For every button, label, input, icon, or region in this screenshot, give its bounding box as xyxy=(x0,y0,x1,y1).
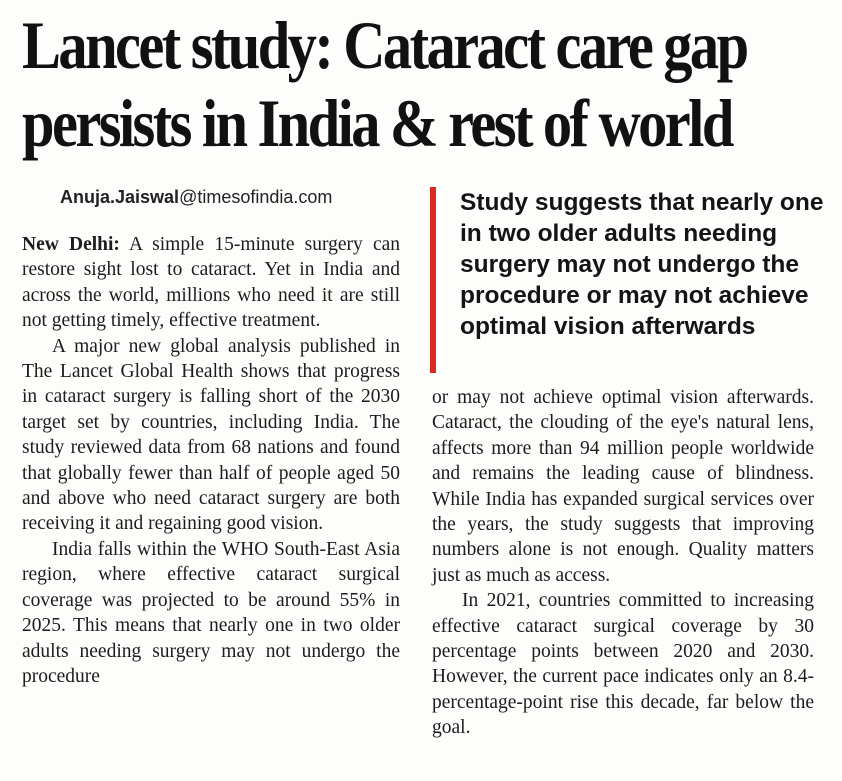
paragraph-text: A simple 15-minute surgery can restore s… xyxy=(22,234,400,332)
paragraph: A major new global analysis published in… xyxy=(22,335,400,535)
byline-domain: @timesofindia.com xyxy=(179,187,333,207)
pull-quote-text: Study suggests that nearly one in two ol… xyxy=(460,189,824,340)
paragraph: India falls within the WHO South-East As… xyxy=(22,538,400,687)
paragraph: or may not achieve optimal vision afterw… xyxy=(432,387,814,586)
headline-line-2: persists in India & rest of world xyxy=(22,85,734,161)
paragraph: In 2021, countries committed to increasi… xyxy=(432,590,814,739)
headline: Lancet study: Cataract care gap persists… xyxy=(22,6,749,162)
headline-line-1: Lancet study: Cataract care gap xyxy=(22,7,749,83)
byline-author: Anuja.Jaiswal xyxy=(60,187,180,207)
byline: Anuja.Jaiswal@timesofindia.com xyxy=(60,187,332,208)
paragraph: New Delhi: A simple 15-minute surgery ca… xyxy=(22,232,400,334)
pull-quote: Study suggests that nearly one in two ol… xyxy=(430,187,840,373)
article-column-right: or may not achieve optimal vision afterw… xyxy=(432,385,814,741)
article-column-left: New Delhi: A simple 15-minute surgery ca… xyxy=(22,232,400,689)
dateline: New Delhi: xyxy=(22,234,120,255)
